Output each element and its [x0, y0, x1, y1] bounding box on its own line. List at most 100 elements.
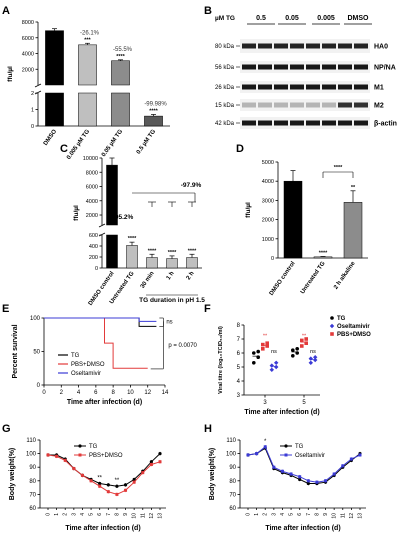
blot-band [338, 120, 352, 126]
blot-band [242, 84, 256, 90]
percent-change-label: -97.9% [181, 182, 202, 189]
bar [313, 256, 333, 259]
significance-mark: *** [84, 37, 91, 43]
data-point [313, 355, 318, 360]
bar [283, 180, 303, 259]
blot-band [354, 43, 368, 49]
data-point [46, 453, 50, 457]
x-tick-label: 3 [263, 400, 267, 406]
significance-mark: **** [128, 236, 137, 242]
data-point [332, 472, 336, 476]
blot-band [338, 84, 352, 90]
y-tick-label: 7 [237, 337, 241, 343]
blot-band [258, 120, 272, 126]
blot-band [290, 102, 304, 108]
data-point [298, 477, 302, 482]
y-tick-label: 6000 [22, 36, 34, 42]
legend-label: TG [295, 444, 304, 450]
x-tick-label: 10 [127, 390, 134, 396]
blot-band [258, 102, 272, 108]
data-point [55, 454, 59, 458]
blot-band [338, 43, 352, 49]
significance-mark: ** [97, 476, 102, 482]
blot-band [306, 43, 320, 49]
y-tick-label: 8 [237, 323, 241, 329]
bar [126, 245, 138, 269]
data-point [106, 490, 110, 494]
data-point [106, 483, 110, 487]
data-point [306, 479, 310, 483]
legend-marker [78, 444, 82, 448]
significance-mark: * [264, 439, 267, 445]
x-tick-label: 3 [271, 513, 277, 516]
x-tick-label: 5 [89, 513, 95, 516]
data-point [261, 347, 265, 351]
panel-d-chart: 0 1000 2000 3000 4000 5000 ffu/µl DMSO control *… [245, 160, 368, 297]
x-tick-label: 0.5 µM TG [136, 128, 157, 155]
legend-marker [284, 444, 288, 448]
data-point [308, 360, 313, 365]
x-tick-label: 12 [144, 390, 151, 396]
blot-band [274, 64, 288, 70]
y-tick-label: 2 [31, 91, 34, 97]
data-point [141, 471, 145, 475]
x-tick-label: 2 h alkaline [333, 260, 357, 290]
y-tick-label: 5000 [262, 160, 274, 166]
bar [106, 234, 118, 269]
blot-band [322, 102, 336, 108]
legend-label: PBS+DMSO [337, 332, 371, 338]
y-axis-label: ffu/µl [245, 202, 252, 218]
data-point [341, 464, 345, 468]
x-tick-label: 12 [349, 513, 355, 519]
data-point [306, 481, 310, 486]
data-point [255, 452, 259, 456]
data-point [246, 453, 250, 457]
data-point [124, 488, 128, 492]
x-tick-label: 9 [123, 513, 129, 516]
x-tick-label: 7 [306, 513, 312, 516]
x-tick-label: 8 [314, 513, 320, 516]
data-point [252, 361, 256, 365]
y-axis-label: Viral titre (log₁₀TCID₅₀/ml) [218, 326, 224, 394]
blot-band [290, 64, 304, 70]
lane-label: 0.5 [256, 15, 266, 22]
axis-break-mark [34, 90, 42, 95]
y-tick-label: 0 [95, 266, 98, 272]
legend-label: Oseltamivir [295, 453, 325, 459]
data-point [272, 465, 276, 469]
blot-band [322, 43, 336, 49]
panel-b-blot: µM TG 0.5 0.05 0.005 DMSO 80 kDa HA0 56 kDa NP/N… [215, 15, 397, 129]
blot-strip [240, 39, 370, 53]
y-axis-label: Percent survival [12, 324, 19, 378]
legend-label: TG [71, 353, 80, 359]
protein-label: M2 [374, 103, 384, 110]
panel-label-a: A [2, 5, 10, 17]
data-point [269, 367, 274, 372]
bar [111, 60, 130, 86]
y-tick-label: 2000 [22, 67, 34, 73]
data-point [289, 472, 293, 476]
blot-band [306, 102, 320, 108]
data-point [261, 342, 265, 347]
y-tick-label: 5 [237, 365, 241, 371]
data-point [123, 483, 128, 487]
x-tick-label: 6 [97, 513, 103, 516]
bar [146, 257, 158, 269]
data-point [274, 360, 279, 365]
x-tick-label: 6 [94, 390, 98, 396]
y-tick-label: 110 [226, 438, 236, 444]
x-tick-label: 9 [323, 513, 329, 516]
bar [45, 92, 64, 127]
molecular-weight-marker: 42 kDa [215, 121, 235, 127]
y-tick-label: 100 [226, 452, 237, 458]
y-tick-label: 60 [29, 506, 36, 512]
protein-label: β-actin [374, 121, 397, 128]
significance-mark: **** [168, 250, 177, 256]
data-point [149, 462, 153, 466]
protein-label: M1 [374, 85, 384, 92]
survival-curve [44, 317, 148, 369]
x-axis-label: Time after infection (d) [244, 409, 319, 416]
blot-band [306, 84, 320, 90]
